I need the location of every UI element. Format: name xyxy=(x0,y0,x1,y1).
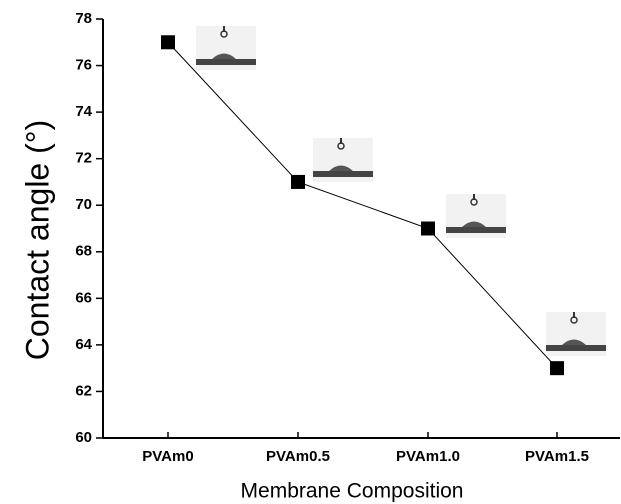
droplet-inset xyxy=(545,311,607,357)
y-tick-label: 68 xyxy=(75,243,92,260)
droplet-inset xyxy=(195,25,257,71)
x-axis-label: Membrane Composition xyxy=(241,480,464,503)
data-point xyxy=(161,35,175,50)
y-tick-label: 64 xyxy=(75,336,92,353)
y-tick-label: 74 xyxy=(75,103,92,120)
y-tick-label: 78 xyxy=(75,10,92,27)
x-tick-label: PVAm1.5 xyxy=(525,448,589,465)
data-point xyxy=(550,361,564,376)
data-point xyxy=(421,221,435,236)
y-tick-label: 70 xyxy=(75,196,92,213)
data-point xyxy=(291,174,305,189)
y-tick-label: 62 xyxy=(75,382,92,399)
y-tick-label: 60 xyxy=(75,429,92,446)
y-tick-label: 72 xyxy=(75,150,92,167)
x-tick-label: PVAm0.5 xyxy=(266,448,330,465)
x-tick-label: PVAm0 xyxy=(142,448,193,465)
y-axis-label: Contact angle (°) xyxy=(19,120,55,360)
droplet-inset xyxy=(312,137,374,183)
x-tick-label: PVAm1.0 xyxy=(396,448,460,465)
y-tick-label: 66 xyxy=(75,289,92,306)
y-tick-label: 76 xyxy=(75,57,92,74)
droplet-inset xyxy=(445,193,507,239)
data-line xyxy=(167,41,558,369)
